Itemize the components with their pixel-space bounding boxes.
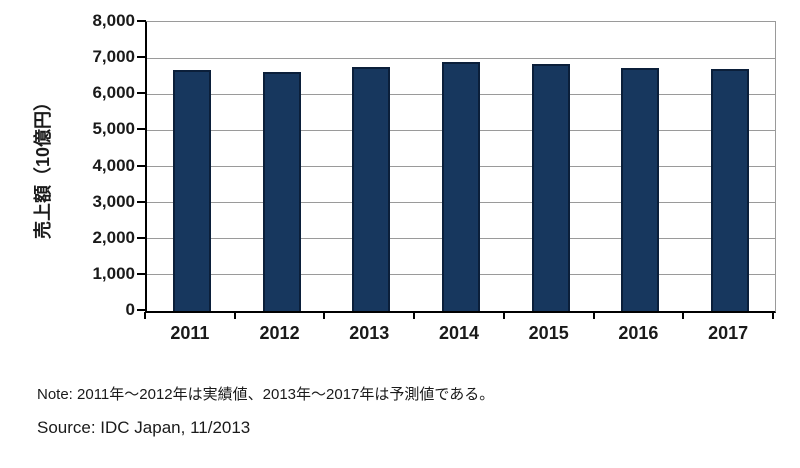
y-axis-title: 売上額（10億円） bbox=[33, 92, 53, 240]
y-tick-label-8000: 8,000 bbox=[92, 11, 135, 30]
chart-source: Source: IDC Japan, 11/2013 bbox=[37, 418, 251, 437]
y-tick-2000 bbox=[137, 236, 146, 239]
bar-2012 bbox=[262, 72, 301, 311]
x-tick-7 bbox=[772, 312, 774, 319]
x-label-2015: 2015 bbox=[528, 323, 569, 343]
x-label-2014: 2014 bbox=[438, 323, 480, 343]
x-label-2017: 2017 bbox=[708, 323, 749, 343]
y-tick-label-7000: 7,000 bbox=[92, 47, 135, 67]
y-tick-label-4000: 4,000 bbox=[92, 155, 135, 175]
gridline-7000 bbox=[147, 57, 775, 59]
y-tick-8000 bbox=[137, 20, 146, 22]
x-tick-1 bbox=[233, 312, 236, 319]
y-tick-label-6000: 6,000 bbox=[92, 83, 135, 103]
bar-2011 bbox=[172, 70, 211, 311]
y-tick-label-1000: 1,000 bbox=[92, 263, 135, 283]
chart-note: Note: 2011年～2012年は実績値、2013年～2017年は予測値である… bbox=[37, 386, 495, 403]
y-tick-3000 bbox=[137, 200, 146, 203]
bar-2014 bbox=[442, 62, 480, 311]
bar-2015 bbox=[531, 63, 570, 311]
y-tick-1000 bbox=[137, 272, 146, 275]
x-tick-6 bbox=[682, 312, 685, 319]
bar-2017 bbox=[711, 68, 750, 311]
x-label-2011: 2011 bbox=[170, 323, 210, 343]
y-tick-label-0: 0 bbox=[125, 300, 135, 319]
x-tick-0 bbox=[144, 312, 146, 319]
x-label-2016: 2016 bbox=[618, 323, 659, 343]
bar-2016 bbox=[621, 67, 660, 311]
y-tick-label-2000: 2,000 bbox=[92, 227, 135, 247]
x-tick-4 bbox=[502, 312, 505, 319]
y-tick-4000 bbox=[137, 164, 146, 167]
y-tick-label-5000: 5,000 bbox=[92, 119, 135, 139]
x-tick-2 bbox=[323, 312, 326, 319]
y-tick-7000 bbox=[137, 56, 146, 59]
x-label-2013: 2013 bbox=[349, 323, 390, 343]
x-tick-3 bbox=[413, 312, 416, 319]
y-tick-label-3000: 3,000 bbox=[92, 191, 135, 211]
x-tick-5 bbox=[592, 312, 595, 319]
x-label-2012: 2012 bbox=[259, 323, 300, 343]
y-tick-0 bbox=[137, 309, 146, 311]
y-tick-5000 bbox=[137, 128, 146, 131]
y-tick-6000 bbox=[137, 92, 146, 95]
plot-area bbox=[145, 21, 776, 313]
bar-2013 bbox=[352, 67, 391, 311]
